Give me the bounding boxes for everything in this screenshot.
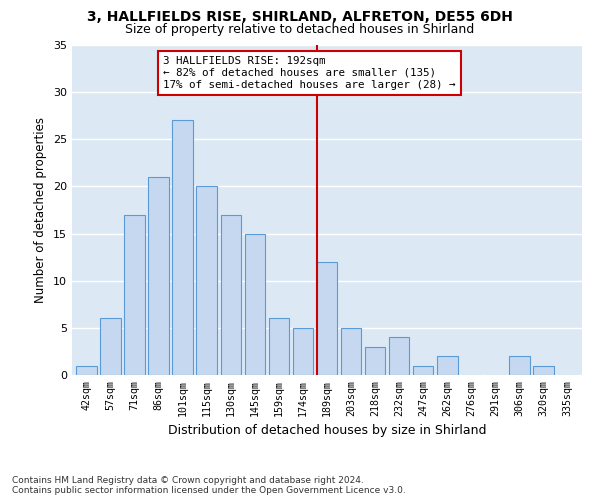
Text: 3, HALLFIELDS RISE, SHIRLAND, ALFRETON, DE55 6DH: 3, HALLFIELDS RISE, SHIRLAND, ALFRETON, … xyxy=(87,10,513,24)
Bar xyxy=(437,356,458,375)
Text: 3 HALLFIELDS RISE: 192sqm
← 82% of detached houses are smaller (135)
17% of semi: 3 HALLFIELDS RISE: 192sqm ← 82% of detac… xyxy=(163,56,456,90)
Bar xyxy=(293,328,313,375)
Bar xyxy=(76,366,97,375)
Bar xyxy=(269,318,289,375)
Bar xyxy=(533,366,554,375)
Bar xyxy=(100,318,121,375)
Y-axis label: Number of detached properties: Number of detached properties xyxy=(34,117,47,303)
X-axis label: Distribution of detached houses by size in Shirland: Distribution of detached houses by size … xyxy=(168,424,486,437)
Bar xyxy=(172,120,193,375)
Bar xyxy=(509,356,530,375)
Bar xyxy=(221,214,241,375)
Bar xyxy=(196,186,217,375)
Bar xyxy=(124,214,145,375)
Text: Size of property relative to detached houses in Shirland: Size of property relative to detached ho… xyxy=(125,22,475,36)
Bar xyxy=(245,234,265,375)
Bar xyxy=(389,338,409,375)
Bar xyxy=(365,346,385,375)
Bar xyxy=(317,262,337,375)
Text: Contains HM Land Registry data © Crown copyright and database right 2024.
Contai: Contains HM Land Registry data © Crown c… xyxy=(12,476,406,495)
Bar xyxy=(341,328,361,375)
Bar xyxy=(413,366,433,375)
Bar xyxy=(148,177,169,375)
